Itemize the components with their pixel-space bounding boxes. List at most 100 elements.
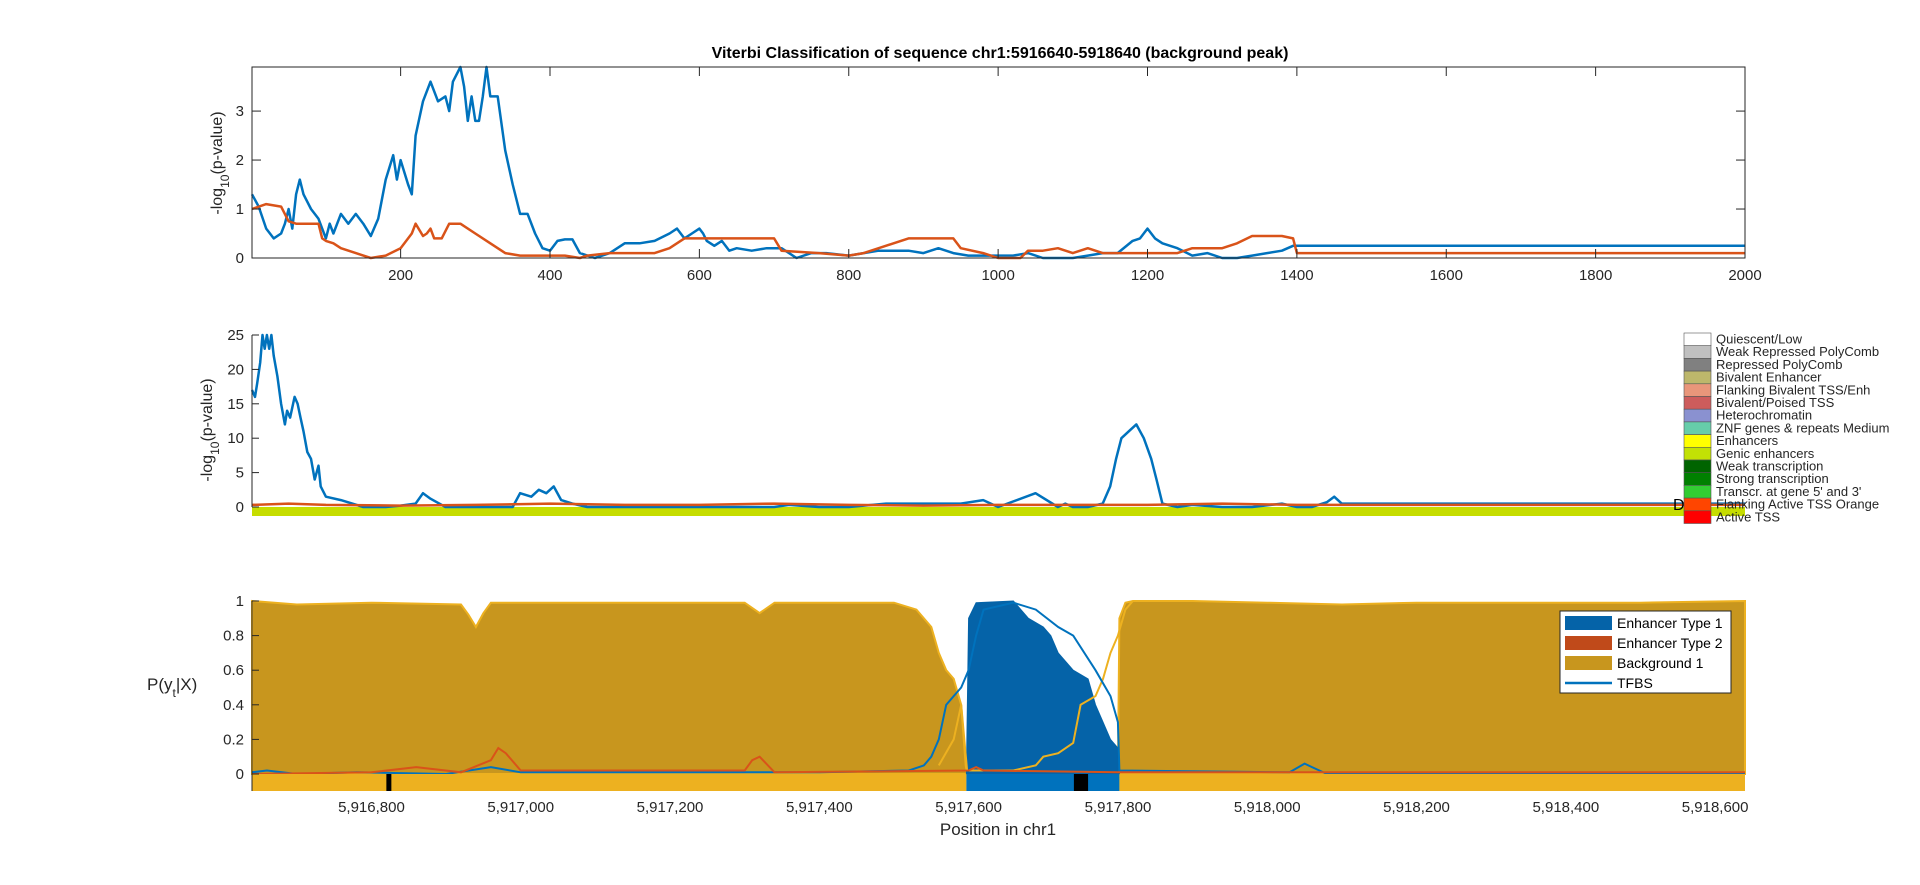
state-label: Heterochromatin	[1716, 408, 1812, 423]
background-area	[251, 599, 1746, 775]
state-label: Quiescent/Low	[1716, 332, 1803, 347]
bottom-y-tick-label: 0.2	[223, 731, 244, 748]
state-swatch	[1683, 358, 1712, 372]
state-label: Active TSS	[1716, 509, 1780, 524]
enhancer-type-2-line	[251, 746, 1745, 775]
middle-y-tick-label: 5	[236, 465, 244, 482]
top-x-tick-label: 1400	[1280, 267, 1313, 284]
bottom-x-tick-label: 5,918,400	[1532, 799, 1599, 816]
legend-item-label: Enhancer Type 1	[1617, 615, 1723, 631]
state-label: Weak transcription	[1716, 459, 1823, 474]
state-swatch	[1683, 408, 1712, 423]
bottom-x-tick-label: 5,918,600	[1682, 799, 1749, 816]
middle-y-tick-label: 10	[227, 430, 244, 447]
middle-series-line-1	[250, 333, 1745, 509]
bottom-x-axis-label: Position in chr1	[940, 820, 1056, 839]
tfbs-line	[251, 601, 1745, 776]
state-label: Enhancers	[1716, 433, 1779, 448]
state-label: Transcr. at gene 5' and 3'	[1716, 484, 1861, 499]
bottom-y-axis-label: P(yt|X)	[147, 675, 197, 700]
background-probability-line	[937, 600, 1134, 772]
top-x-tick-label: 2000	[1728, 267, 1761, 284]
state-label: Genic enhancers	[1716, 446, 1815, 461]
legend-item-label: Background 1	[1617, 655, 1704, 671]
state-swatch	[1683, 345, 1712, 359]
middle-y-tick-label: 0	[236, 499, 244, 516]
bottom-x-tick-label: 5,917,800	[1085, 799, 1152, 816]
state-swatch	[1683, 472, 1712, 486]
top-x-tick-label: 800	[836, 267, 861, 284]
state-swatch	[1683, 459, 1712, 473]
bottom-x-tick-label: 5,917,600	[935, 799, 1002, 816]
state-track-segment	[252, 774, 967, 791]
state-track-segment	[1119, 774, 1745, 791]
bottom-y-tick-label: 0	[236, 766, 244, 783]
legend-patch-swatch	[1565, 656, 1612, 670]
top-y-tick-label: 1	[236, 201, 244, 218]
bottom-x-tick-label: 5,917,200	[637, 799, 704, 816]
state-swatch	[1683, 510, 1712, 524]
bottom-x-tick-label: 5,917,400	[786, 799, 853, 816]
middle-state-bar	[252, 507, 1745, 516]
top-x-tick-label: 200	[388, 267, 413, 284]
legend-patch-swatch	[1565, 636, 1612, 650]
state-swatch	[1683, 370, 1712, 385]
enhancer-type-1-area	[965, 600, 1120, 775]
top-x-tick-label: 1000	[981, 267, 1014, 284]
top-x-tick-label: 400	[537, 267, 562, 284]
middle-panel: 0 5 10 15 20 25 -log10(p-value) D	[199, 327, 1745, 516]
state-label: Bivalent/Poised TSS	[1716, 395, 1835, 410]
bottom-legend: Enhancer Type 1 Enhancer Type 2 Background…	[1559, 610, 1732, 694]
top-x-tick-label: 1600	[1430, 267, 1463, 284]
legend-item-label: Enhancer Type 2	[1617, 635, 1723, 651]
top-y-tick-label: 2	[236, 152, 244, 169]
middle-y-tick-label: 25	[227, 327, 244, 344]
state-label: Weak Repressed PolyComb	[1716, 344, 1879, 359]
bottom-x-tick-label: 5,917,000	[487, 799, 554, 816]
top-x-tick-label: 1800	[1579, 267, 1612, 284]
state-label: Strong transcription	[1716, 471, 1829, 486]
state-swatch	[1683, 497, 1712, 512]
bottom-panel: 0 0.2 0.4 0.6 0.8 1 5,916,800 5,917,000 5,917,20…	[147, 593, 1749, 839]
middle-y-tick-label: 20	[227, 361, 244, 378]
top-panel: 200 400 600 800 1000 1200 1400 1600 1800 2000 0 1 2 3…	[209, 65, 1762, 284]
state-label: Bivalent Enhancer	[1716, 370, 1822, 385]
middle-series-line-2	[251, 502, 1745, 507]
state-swatch	[1683, 332, 1712, 346]
state-swatch	[1683, 485, 1712, 499]
state-label: Flanking Active TSS Orange	[1716, 497, 1879, 512]
tfbs-mark	[1073, 774, 1089, 791]
top-x-tick-label: 600	[687, 267, 712, 284]
legend-patch-swatch	[1565, 616, 1612, 630]
bottom-x-tick-label: 5,918,000	[1234, 799, 1301, 816]
middle-partial-label: D	[1673, 497, 1685, 514]
top-y-tick-label: 3	[236, 103, 244, 120]
bottom-y-tick-label: 0.8	[223, 628, 244, 645]
legend-item-label: TFBS	[1617, 675, 1653, 691]
middle-y-axis-label: -log10(p-value)	[199, 378, 222, 481]
state-track-segment	[966, 774, 1120, 791]
bottom-y-tick-label: 0.6	[223, 662, 244, 679]
bottom-y-tick-label: 0.4	[223, 697, 244, 714]
top-y-tick-label: 0	[236, 250, 244, 267]
state-label: Flanking Bivalent TSS/Enh	[1716, 382, 1870, 397]
state-swatch	[1683, 396, 1712, 410]
state-swatch	[1683, 446, 1712, 461]
bottom-x-tick-label: 5,918,200	[1383, 799, 1450, 816]
state-label: ZNF genes & repeats Medium	[1716, 420, 1889, 435]
top-series-line-1	[250, 65, 1745, 260]
top-y-axis-label: -log10(p-value)	[209, 111, 232, 214]
state-swatch	[1683, 434, 1712, 448]
middle-y-tick-label: 15	[227, 396, 244, 413]
state-label: Repressed PolyComb	[1716, 357, 1842, 372]
tfbs-mark	[386, 774, 392, 791]
bottom-y-tick-label: 1	[236, 593, 244, 610]
state-swatch	[1683, 421, 1712, 435]
bottom-x-tick-label: 5,916,800	[338, 799, 405, 816]
state-swatch	[1683, 383, 1712, 397]
top-plot-area	[252, 67, 1745, 258]
top-x-tick-label: 1200	[1131, 267, 1164, 284]
figure-title: Viterbi Classification of sequence chr1:…	[712, 45, 1289, 62]
